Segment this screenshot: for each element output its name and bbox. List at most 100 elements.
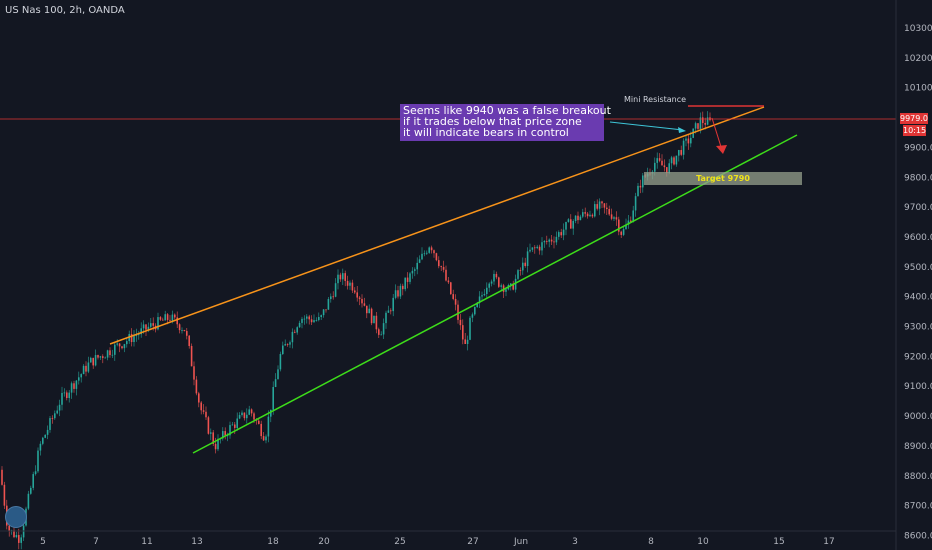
candle-body — [37, 450, 39, 472]
candle-body — [121, 346, 123, 349]
candle-body — [339, 274, 342, 280]
candle-body — [169, 319, 171, 321]
candle-body — [562, 229, 565, 236]
current-price-tag: 9979.0 — [900, 113, 928, 124]
candle-body — [613, 217, 615, 219]
candle-body — [44, 434, 46, 438]
price-tick-label: 8600.0 — [904, 531, 932, 541]
price-tick-label: 9100.0 — [904, 382, 932, 392]
candle-body — [505, 289, 507, 292]
candle-body — [495, 273, 498, 278]
time-tick-label: 25 — [394, 537, 405, 547]
symbol-title[interactable]: US Nas 100, 2h, OANDA — [5, 5, 125, 16]
candle-body — [675, 155, 678, 165]
candle-body — [171, 314, 174, 321]
candle-body — [464, 339, 466, 344]
candle-body — [394, 290, 397, 298]
candle-body — [205, 411, 207, 418]
candle-body — [572, 221, 574, 229]
candle-body — [382, 323, 385, 335]
candle-body — [418, 259, 421, 263]
candle-body — [284, 344, 286, 346]
candle-body — [126, 341, 128, 345]
candle-body — [200, 402, 202, 411]
candle-body — [188, 335, 190, 347]
candle-body — [630, 220, 632, 222]
candle-body — [303, 318, 306, 320]
price-tick-label: 10300.0 — [904, 24, 932, 34]
candle-body — [476, 302, 478, 308]
candle-body — [536, 246, 538, 249]
candle-body — [202, 410, 205, 412]
candle-body — [512, 283, 514, 290]
price-tick-label: 9600.0 — [904, 233, 932, 243]
candle-body — [469, 317, 471, 340]
candle-body — [258, 420, 260, 424]
candle-body — [265, 436, 267, 441]
candle-body — [27, 493, 30, 509]
candle-body — [315, 320, 318, 321]
candle-body — [368, 308, 370, 314]
candle-body — [471, 314, 474, 318]
candle-body — [483, 293, 486, 296]
candle-body — [553, 241, 555, 243]
candle-body — [603, 203, 606, 208]
candle-body — [20, 537, 22, 543]
candle-body — [435, 253, 438, 261]
candle-body — [481, 295, 483, 297]
candle-body — [663, 165, 666, 168]
candle-body — [637, 185, 639, 197]
candle-body — [334, 283, 337, 297]
candle-body — [522, 262, 524, 271]
candle-body — [207, 417, 210, 434]
candle-body — [162, 319, 164, 321]
price-tick-label: 9900.0 — [904, 143, 932, 153]
candle-body — [462, 325, 464, 340]
candle-body — [270, 409, 272, 417]
price-tick-label: 9500.0 — [904, 263, 932, 273]
candle-body — [555, 236, 558, 243]
candle-body — [627, 220, 630, 225]
price-tick-label: 8700.0 — [904, 502, 932, 512]
target-box[interactable]: Target 9790 — [644, 172, 802, 185]
candle-body — [135, 335, 138, 337]
candle-body — [178, 324, 181, 331]
candle-body — [231, 424, 234, 426]
candle-body — [690, 137, 692, 144]
candle-body — [392, 297, 394, 312]
candle-body — [267, 416, 270, 437]
candle-body — [430, 247, 433, 251]
time-axis: 5 7 11 13 18 20 25 27 Jun 3 8 10 15 17 — [40, 537, 835, 547]
candle-body — [246, 414, 248, 419]
time-tick-label: Jun — [513, 537, 528, 547]
candle-body — [493, 273, 495, 282]
candle-body — [450, 282, 452, 295]
candle-body — [90, 357, 92, 363]
tradingview-logo-icon[interactable] — [5, 506, 27, 528]
candle-body — [452, 294, 454, 299]
candle-body — [234, 424, 236, 428]
candle-body — [440, 266, 442, 268]
candle-body — [306, 316, 308, 319]
candle-body — [541, 242, 543, 251]
candle-body — [361, 298, 363, 304]
candle-body — [30, 487, 32, 494]
annotation-note[interactable]: Seems like 9940 was a false breakout if … — [400, 104, 611, 141]
candle-body — [344, 273, 346, 281]
candle-body — [474, 307, 476, 315]
candle-body — [534, 247, 536, 249]
candle-body — [133, 336, 135, 343]
candle-body — [325, 309, 327, 311]
candle-body — [502, 285, 505, 292]
candle-body — [66, 392, 68, 399]
candle-body — [459, 319, 462, 326]
price-tick-label: 9200.0 — [904, 352, 932, 362]
candle-body — [298, 322, 301, 328]
candle-body — [54, 413, 56, 419]
candle-body — [625, 224, 627, 230]
candle-body — [543, 240, 546, 243]
candle-body — [274, 379, 277, 387]
candle-body — [145, 324, 147, 330]
candle-body — [550, 239, 553, 242]
